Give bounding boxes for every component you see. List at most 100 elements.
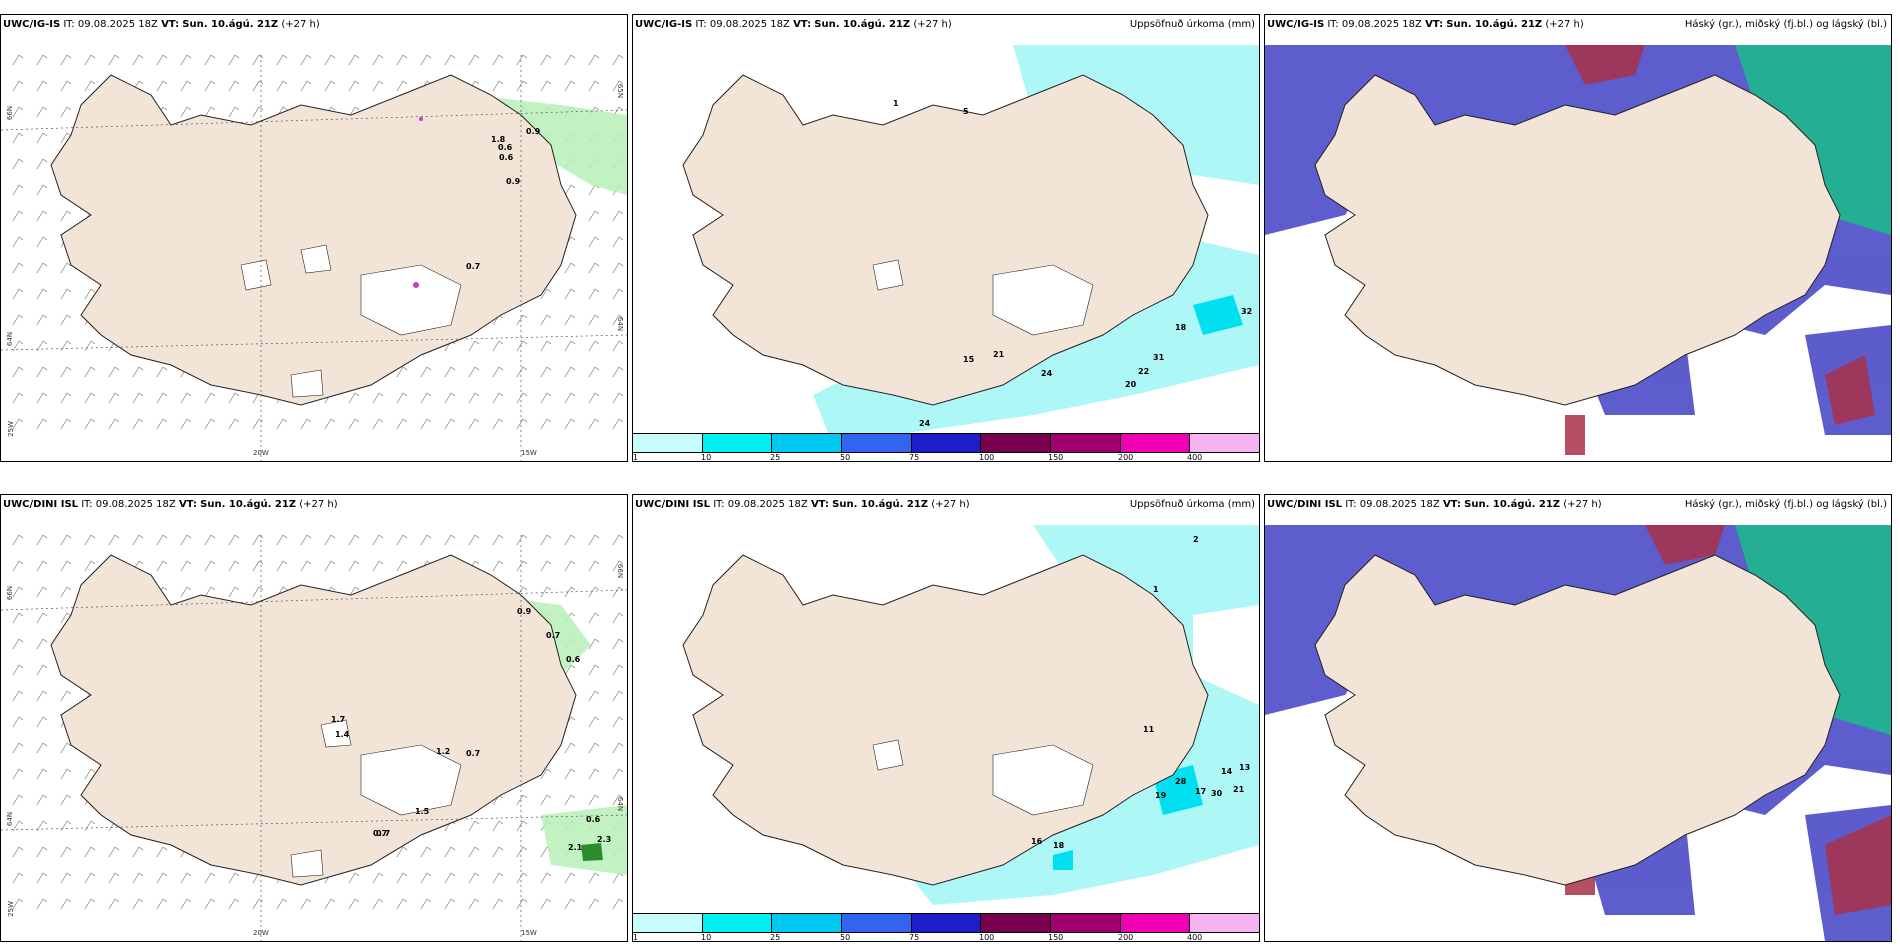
wind-barb (300, 418, 312, 430)
wind-barb (204, 392, 216, 404)
wind-barb (156, 54, 168, 66)
wind-barb (612, 340, 624, 352)
wind-barb (60, 586, 72, 598)
colorbar-label: 150 (1048, 933, 1064, 942)
wind-map (1, 515, 627, 941)
wind-barb (36, 106, 48, 118)
wind-barb (540, 54, 552, 66)
wind-barb (588, 768, 600, 780)
colorbar-cell (981, 914, 1052, 932)
wind-barb (180, 106, 192, 118)
wind-barb (12, 768, 24, 780)
wind-barb (12, 210, 24, 222)
wind-barb (228, 872, 240, 884)
wind-barb (564, 768, 576, 780)
precip-label: 1 (893, 99, 899, 108)
wind-barb (252, 80, 264, 92)
lat-label: 66N (6, 585, 15, 601)
wind-barb (228, 586, 240, 598)
colorbar-cell (1120, 914, 1191, 932)
wind-barb (12, 820, 24, 832)
wind-barb (60, 872, 72, 884)
wind-barb (468, 392, 480, 404)
wind-barb (12, 586, 24, 598)
wind-barb (12, 314, 24, 326)
wind-barb (132, 54, 144, 66)
wind-barb (516, 820, 528, 832)
wind-barb (12, 106, 24, 118)
wind-barb (516, 898, 528, 910)
wind-label: 2.3 (597, 835, 612, 844)
wind-label: 0.6 (499, 153, 514, 162)
wind-barb (36, 132, 48, 144)
wind-barb (84, 820, 96, 832)
colorbar-label: 100 (979, 933, 995, 942)
wind-barb (372, 560, 384, 572)
cloud-map (1265, 515, 1891, 941)
wind-barb (348, 80, 360, 92)
wind-barb (12, 288, 24, 300)
wind-barb (180, 586, 192, 598)
wind-barb (564, 184, 576, 196)
colorbar-cell (1190, 914, 1259, 932)
wind-barb (516, 872, 528, 884)
wind-barb (36, 54, 48, 66)
wind-barb (540, 586, 552, 598)
wind-barb (204, 586, 216, 598)
wind-barb (12, 612, 24, 624)
wind-barb (588, 716, 600, 728)
wind-barb (612, 664, 624, 676)
panel-right-title: Uppsöfnuð úrkoma (mm) (1129, 499, 1255, 510)
colorbar-cell (772, 434, 843, 452)
wind-barb (348, 534, 360, 546)
wind-barb (300, 534, 312, 546)
wind-barb (156, 366, 168, 378)
wind-barb (300, 54, 312, 66)
wind-barb (228, 418, 240, 430)
wind-barb (60, 288, 72, 300)
wind-barb (84, 560, 96, 572)
colorbar-cell (1120, 434, 1191, 452)
wind-barb (396, 366, 408, 378)
mid-cloud (1735, 45, 1891, 235)
wind-barb (564, 262, 576, 274)
precip-label: 21 (993, 350, 1005, 359)
wind-barb (324, 418, 336, 430)
wind-barb (324, 560, 336, 572)
wind-barb (180, 54, 192, 66)
wind-label: 1.7 (331, 715, 346, 724)
wind-barb (180, 418, 192, 430)
wind-barb (12, 236, 24, 248)
wind-barb (612, 690, 624, 702)
wind-barb (60, 392, 72, 404)
lat-label: 65N (616, 83, 625, 99)
wind-label: 2.1 (568, 843, 583, 852)
wind-barb (180, 392, 192, 404)
wind-barb (156, 418, 168, 430)
wind-barb (12, 262, 24, 274)
colorbar-cell (842, 914, 912, 932)
wind-barb (12, 742, 24, 754)
wind-barb (444, 534, 456, 546)
wind-barb (564, 80, 576, 92)
wind-barb (612, 288, 624, 300)
wind-label: 1.4 (335, 730, 350, 739)
wind-label: 1.8 (491, 135, 506, 144)
colorbar-cell (702, 914, 773, 932)
wind-barb (492, 534, 504, 546)
precip-label: 30 (1211, 789, 1223, 798)
wind-barb (372, 392, 384, 404)
precip-label: 20 (1125, 380, 1137, 389)
wind-barb (12, 80, 24, 92)
precip-label: 31 (1153, 353, 1165, 362)
wind-barb (492, 846, 504, 858)
wind-barb (36, 158, 48, 170)
precip-label: 24 (919, 419, 931, 428)
wind-barb (588, 638, 600, 650)
panel-title: UWC/DINI ISL IT: 09.08.2025 18Z VT: Sun.… (1267, 499, 1602, 510)
wind-barb (396, 392, 408, 404)
colorbar-label: 10 (701, 933, 712, 942)
wind-barb (588, 664, 600, 676)
precip-label: 21 (1233, 785, 1245, 794)
wind-barb (60, 340, 72, 352)
